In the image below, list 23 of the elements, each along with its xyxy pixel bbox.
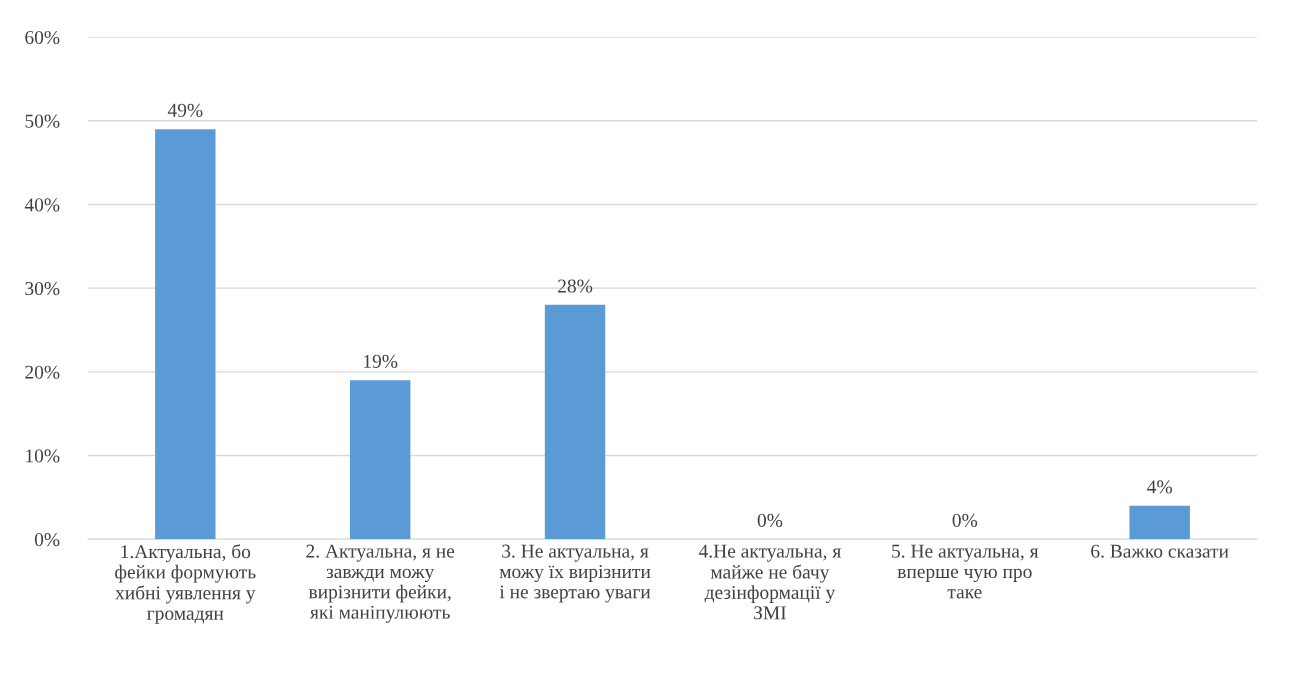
bar [155, 129, 216, 540]
y-tick-label: 50% [25, 114, 60, 128]
x-tick-label: 3. Не актуальна, я можу їх вирізнити і не звертаю уваги [499, 544, 651, 603]
data-label: 28% [558, 279, 593, 293]
bar [349, 380, 411, 540]
y-tick-label: 20% [25, 365, 60, 379]
y-tick-label: 10% [26, 449, 60, 463]
y-tick-label: 30% [25, 281, 60, 296]
x-tick-label: 4.Не актуальна, я майже не бачу дезінформації у ЗМІ [698, 544, 841, 620]
data-label: 0% [952, 513, 978, 527]
x-tick-label: 6. Важко сказати [1091, 544, 1229, 558]
data-label: 19% [364, 354, 398, 368]
y-tick-label: 60% [25, 30, 60, 45]
bar [544, 304, 606, 540]
data-label: 0% [757, 513, 783, 527]
data-label: 49% [167, 103, 203, 117]
x-tick-label: 1.Актуальна, бо фейки формують хибні уявлення у громадян [115, 544, 256, 624]
data-label: 4% [1147, 480, 1172, 494]
y-tick-label: 40% [24, 198, 60, 212]
bar [1129, 505, 1190, 540]
x-tick-label: 5. Не актуальна, я вперше чую про таке [892, 544, 1039, 599]
x-tick-label: 2. Актуальна, я не завжди можу вирізнити фейки, які маніпулюють [306, 544, 455, 623]
y-tick-label: 0% [34, 533, 60, 547]
